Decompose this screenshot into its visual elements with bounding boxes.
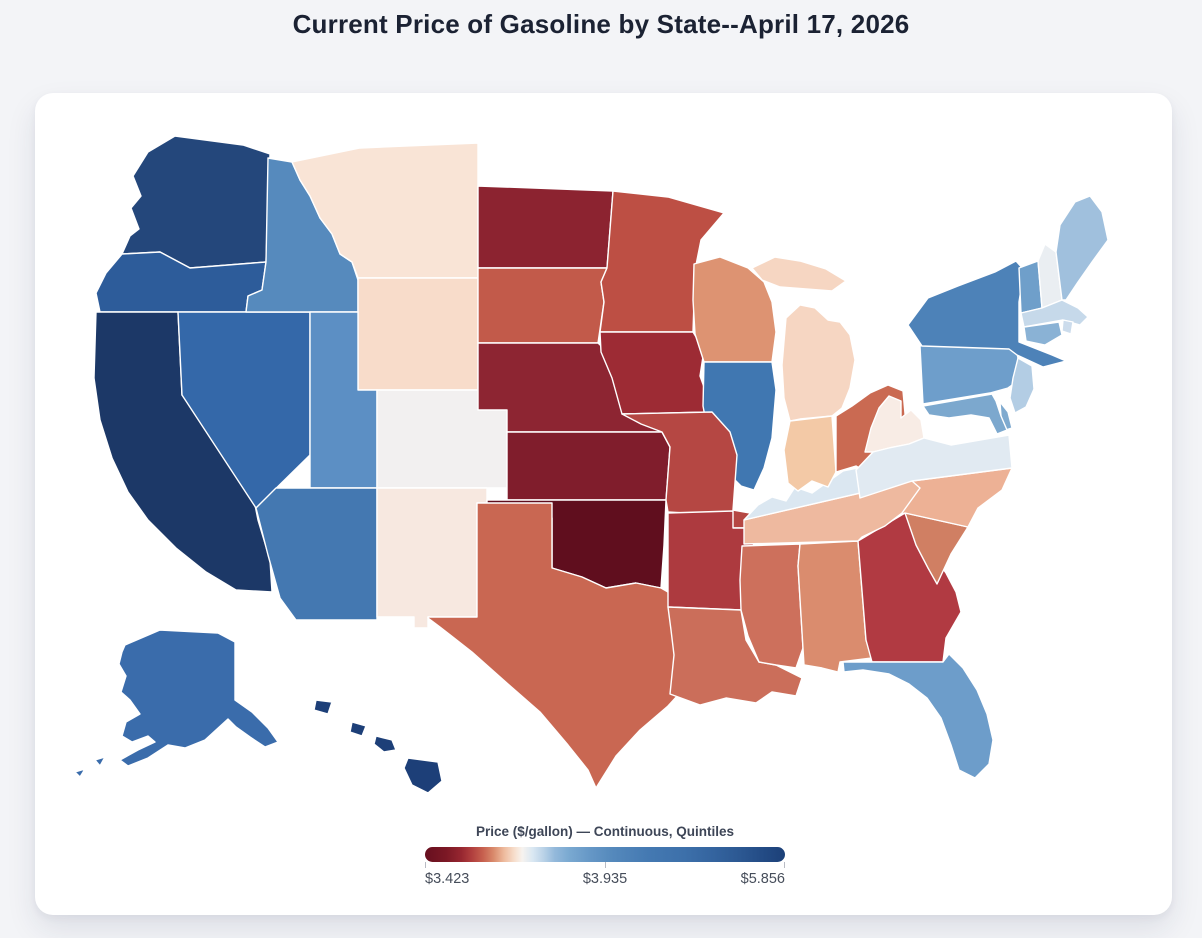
state-montana[interactable]: [291, 142, 479, 279]
state-maryland[interactable]: [922, 393, 1008, 435]
us-choropleth-map[interactable]: [35, 93, 1172, 915]
legend-label-min: $3.423: [425, 871, 470, 887]
state-new-jersey[interactable]: [1009, 357, 1035, 414]
state-wisconsin[interactable]: [692, 256, 777, 363]
map-card: Price ($/gallon) — Continuous, Quintiles…: [35, 93, 1172, 915]
state-michigan[interactable]: [751, 256, 856, 422]
state-alaska[interactable]: [74, 629, 279, 778]
state-florida[interactable]: [842, 653, 994, 779]
state-kansas[interactable]: [506, 431, 671, 501]
color-legend: Price ($/gallon) — Continuous, Quintiles…: [425, 824, 785, 889]
state-maine[interactable]: [1055, 195, 1109, 301]
legend-tick-min: [425, 862, 426, 868]
legend-label-mid: $3.935: [582, 871, 628, 887]
state-arizona[interactable]: [255, 487, 378, 621]
state-rhode-island[interactable]: [1061, 319, 1074, 335]
legend-gradient-bar: [425, 847, 785, 862]
state-north-dakota[interactable]: [477, 185, 614, 269]
state-washington[interactable]: [121, 135, 271, 269]
legend-title: Price ($/gallon) — Continuous, Quintiles: [475, 824, 735, 839]
state-wyoming[interactable]: [357, 277, 479, 391]
page-title: Current Price of Gasoline by State--Apri…: [292, 9, 910, 39]
state-indiana[interactable]: [783, 415, 837, 492]
state-connecticut[interactable]: [1023, 321, 1063, 346]
legend-bar-wrap: [425, 847, 785, 868]
legend-tick-mid: [605, 862, 606, 868]
state-new-york[interactable]: [907, 260, 1067, 368]
state-south-dakota[interactable]: [477, 267, 608, 344]
state-texas[interactable]: [427, 502, 698, 789]
legend-labels: $3.423 $3.935 $5.856: [425, 871, 785, 889]
state-new-mexico[interactable]: [376, 487, 488, 629]
legend-tick-max: [784, 862, 785, 868]
states-layer: [74, 135, 1109, 794]
state-louisiana[interactable]: [667, 606, 803, 706]
state-virginia[interactable]: [855, 434, 1013, 499]
state-tennessee[interactable]: [743, 480, 921, 545]
legend-label-max: $5.856: [740, 871, 785, 887]
state-hawaii[interactable]: [313, 699, 443, 794]
